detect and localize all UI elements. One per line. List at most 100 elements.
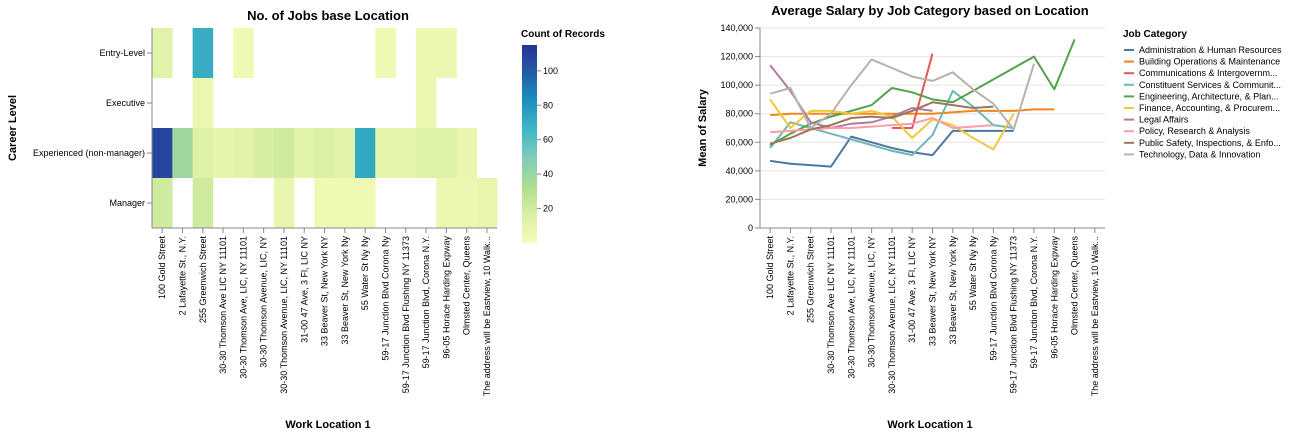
- x-tick-label: 59-17 Junction Blvd, Corona N.Y.: [421, 236, 431, 368]
- x-tick-label: 96-05 Horace Harding Expway: [441, 236, 451, 359]
- legend-label: Engineering, Architecture, & Plan...: [1139, 91, 1279, 101]
- legend-label: Building Operations & Maintenance: [1139, 57, 1280, 67]
- series-line: [769, 101, 994, 145]
- legend-label: Policy, Research & Analysis: [1139, 126, 1250, 136]
- heatmap-cell: [314, 178, 335, 228]
- legend-label: Technology, Data & Innovation: [1139, 149, 1260, 159]
- x-tick-label: 100 Gold Street: [765, 236, 775, 300]
- heatmap-color-legend: Count of Records 20 40 60 80 100: [521, 29, 605, 243]
- heatmap-chart: No. of Jobs base Location Entry-Level Exe…: [7, 8, 605, 431]
- x-tick-label: 2 Lafayette St., N.Y.: [177, 236, 187, 315]
- legend-label: Administration & Human Resources: [1139, 45, 1282, 55]
- y-tick-label: Manager: [109, 198, 145, 208]
- heatmap-cell: [273, 128, 295, 178]
- y-tick-label: 0: [748, 223, 753, 233]
- line-chart-x-axis-title: Work Location 1: [887, 419, 972, 431]
- x-tick-label: 100 Gold Street: [157, 236, 167, 300]
- heatmap-cell: [415, 78, 437, 128]
- heatmap-x-axis: 100 Gold Street 2 Lafayette St., N.Y. 255 …: [152, 227, 498, 396]
- legend-label: Finance, Accounting, & Procurem...: [1139, 103, 1280, 113]
- heatmap-cell: [152, 128, 173, 178]
- x-tick-label: 31-00 47 Ave, 3 Fl, LIC NY: [299, 236, 309, 343]
- heatmap-cell: [273, 178, 295, 228]
- legend-label: Communications & Intergovernm...: [1139, 68, 1278, 78]
- heatmap-cell: [355, 128, 376, 178]
- color-legend-label: 60: [543, 135, 553, 145]
- y-tick-label: 80,000: [725, 109, 753, 119]
- x-tick-label: 59-17 Junction Blvd, Corona N.Y.: [1029, 236, 1039, 368]
- series-line: [770, 117, 994, 134]
- heatmap-cell: [294, 128, 315, 178]
- heatmap-cell: [456, 128, 478, 178]
- line-chart: Average Salary by Job Category based on …: [697, 3, 1282, 431]
- series-legend-title: Job Category: [1123, 29, 1187, 40]
- line-chart-y-axis-title: Mean of Salary: [697, 88, 709, 167]
- line-chart-title: Average Salary by Job Category based on …: [771, 3, 1088, 18]
- legend-label: Constituent Services & Communit...: [1139, 80, 1281, 90]
- legend-label: Legal Affairs: [1139, 115, 1189, 125]
- line-chart-series: [769, 39, 1076, 168]
- x-tick-label: 30-30 Thomson Ave, LIC, NY 11101: [238, 236, 248, 379]
- heatmap-cell: [375, 28, 396, 78]
- line-chart-x-axis: 100 Gold Street 2 Lafayette St., N.Y. 255 …: [760, 227, 1105, 396]
- heatmap-cell: [192, 178, 214, 228]
- x-tick-label: 255 Greenwich Street: [806, 236, 816, 324]
- heatmap-cells: [152, 28, 498, 228]
- x-tick-label: 55 Water St Ny Ny: [360, 236, 370, 311]
- x-tick-label: 33 Beaver St, New York Ny: [340, 236, 350, 345]
- heatmap-cell: [334, 128, 356, 178]
- x-tick-label: 31-00 47 Ave, 3 Fl, LIC NY: [907, 236, 917, 343]
- y-tick-label: Executive: [106, 98, 145, 108]
- series-legend: Job Category Administration & Human Reso…: [1123, 29, 1282, 159]
- heatmap-cell: [192, 78, 214, 128]
- legend-label: Public Safety, Inspections, & Enfo...: [1139, 138, 1281, 148]
- x-tick-label: Olmsted Center, Queens: [1070, 236, 1080, 336]
- heatmap-cell: [415, 128, 437, 178]
- x-tick-label: 2 Lafayette St., N.Y.: [785, 236, 795, 315]
- color-legend-label: 100: [543, 66, 558, 76]
- color-legend-label: 20: [543, 204, 553, 214]
- x-tick-label: 30-30 Thomson Avenue, LIC, NY 11101: [887, 236, 897, 394]
- heatmap-cell: [476, 178, 498, 228]
- heatmap-cell: [233, 128, 254, 178]
- heatmap-cell: [253, 128, 275, 178]
- heatmap-title: No. of Jobs base Location: [247, 8, 409, 23]
- y-tick-label: 140,000: [720, 23, 753, 33]
- x-tick-label: 59-17 Junction Blvd Flushing NY 11373: [1009, 236, 1019, 393]
- heatmap-cell: [415, 28, 437, 78]
- y-tick-label: Experienced (non-manager): [33, 148, 145, 158]
- x-tick-label: The address will be Eastview, 10 Walk...: [1090, 236, 1100, 396]
- x-tick-label: 255 Greenwich Street: [198, 236, 208, 324]
- heatmap-cell: [152, 28, 173, 78]
- series-line: [769, 129, 1014, 168]
- y-tick-label: 40,000: [725, 166, 753, 176]
- heatmap-cell: [395, 128, 417, 178]
- heatmap-cell: [334, 178, 356, 228]
- x-tick-label: The address will be Eastview, 10 Walk...: [482, 236, 492, 396]
- x-tick-label: 30-30 Thomson Avenue, LIC, NY: [867, 236, 877, 368]
- heatmap-cell: [456, 178, 478, 228]
- line-chart-y-axis: 0 20,000 40,000 60,000 80,000 100,000 120,000 1…: [720, 23, 761, 233]
- y-tick-label: 100,000: [720, 80, 753, 90]
- heatmap-cell: [192, 128, 214, 178]
- y-tick-label: 60,000: [725, 137, 753, 147]
- color-legend-label: 80: [543, 100, 553, 110]
- heatmap-y-axis: Entry-Level Executive Experienced (non-man…: [33, 28, 153, 228]
- color-legend-title: Count of Records: [521, 29, 605, 40]
- heatmap-cell: [355, 178, 376, 228]
- series-line: [769, 58, 1035, 131]
- series-line: [769, 89, 1014, 157]
- heatmap-cell: [212, 128, 234, 178]
- heatmap-cell: [436, 178, 457, 228]
- x-tick-label: 30-30 Thomson Ave, LIC, NY 11101: [846, 236, 856, 379]
- heatmap-cell: [233, 28, 254, 78]
- x-tick-label: 33 Beaver St, New York NY: [320, 236, 330, 346]
- y-tick-label: Entry-Level: [99, 48, 145, 58]
- y-tick-label: 120,000: [720, 52, 753, 62]
- color-legend-gradient: [522, 45, 537, 243]
- heatmap-cell: [152, 178, 173, 228]
- heatmap-cell: [436, 28, 457, 78]
- x-tick-label: Olmsted Center, Queens: [462, 236, 472, 336]
- heatmap-y-axis-title: Career Level: [7, 95, 19, 161]
